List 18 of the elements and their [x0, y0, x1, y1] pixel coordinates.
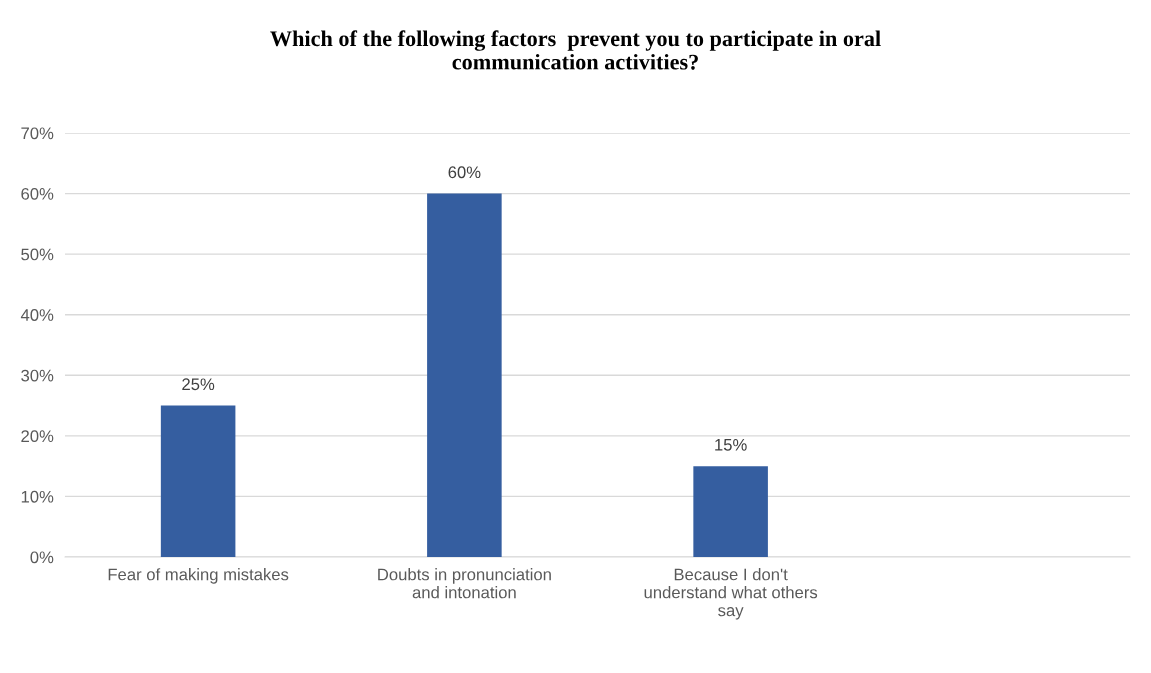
bar: [693, 466, 768, 557]
y-tick-label: 40%: [20, 309, 54, 321]
data-label: 60%: [448, 166, 481, 179]
data-label: 15%: [715, 439, 747, 451]
bar: [160, 405, 236, 557]
x-tick-label: Because I don't understand what others say: [644, 568, 818, 620]
data-label: 25%: [182, 378, 215, 391]
x-tick-label: Doubts in pronunciation and intonation: [378, 568, 551, 599]
y-tick-label: 20%: [21, 430, 54, 443]
y-tick-label: 10%: [21, 490, 54, 503]
bar: [427, 193, 502, 557]
y-tick-label: 60%: [21, 187, 54, 200]
x-tick-label: Fear of making mistakes: [108, 568, 289, 584]
y-tick-label: 30%: [21, 369, 54, 382]
y-tick-label: 50%: [21, 248, 54, 261]
chart-title: Which of the following factors prevent you to participate in oral communication activities?: [270, 30, 881, 70]
y-tick-label: 0%: [30, 551, 54, 564]
y-tick-label: 70%: [21, 127, 54, 140]
